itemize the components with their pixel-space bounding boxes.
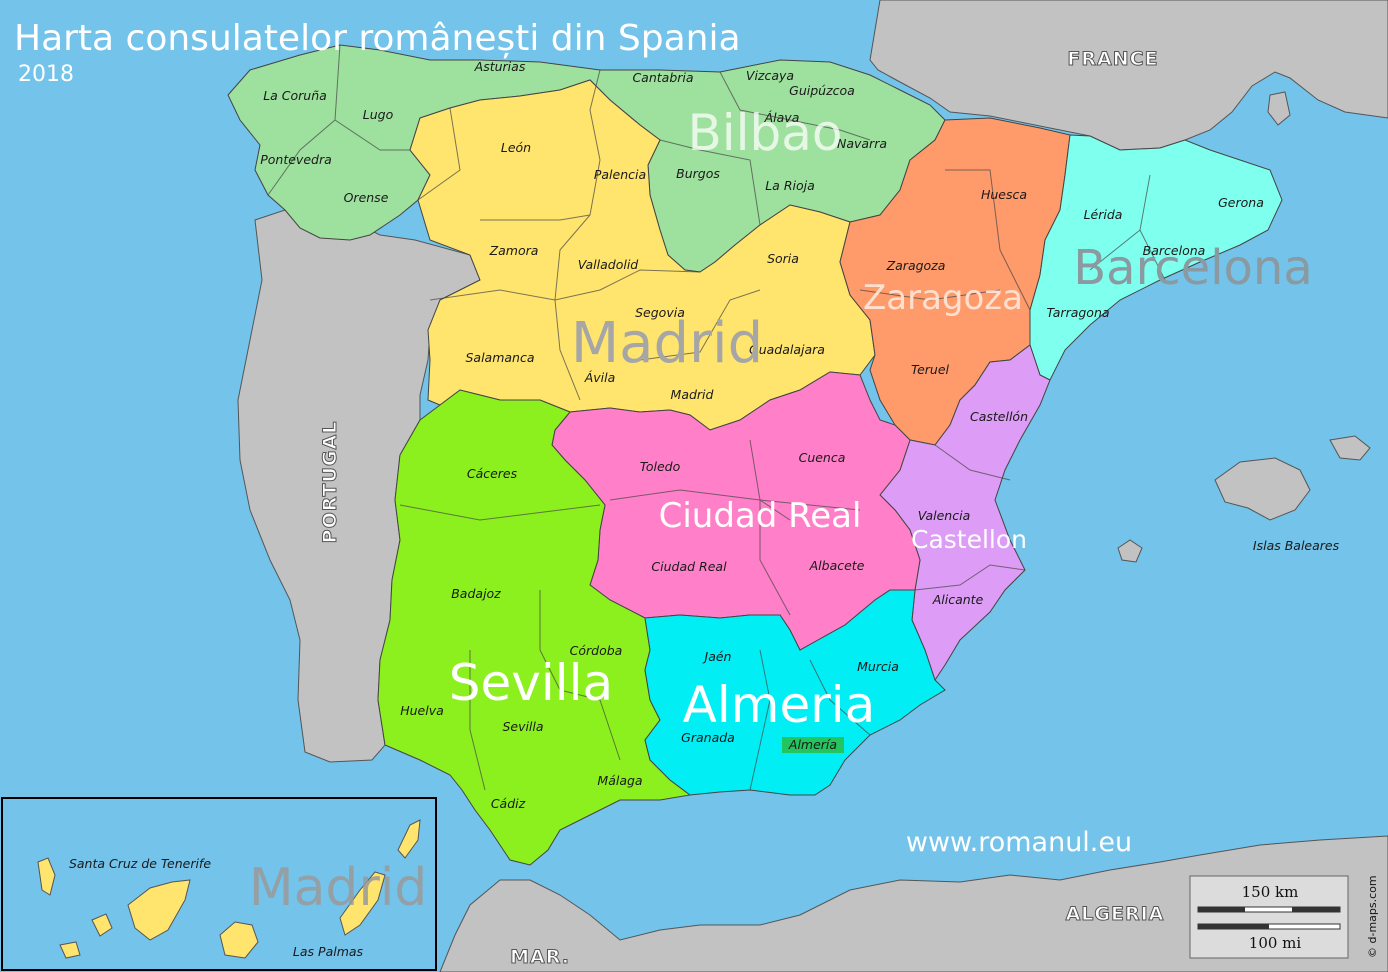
consulate-bilbao: Bilbao bbox=[687, 104, 842, 162]
map-year: 2018 bbox=[18, 62, 74, 87]
label-leon: León bbox=[501, 140, 531, 155]
map-title: Harta consulatelor românești din Spania bbox=[14, 18, 741, 59]
label-murcia: Murcia bbox=[857, 659, 899, 674]
label-salamanca: Salamanca bbox=[465, 350, 534, 365]
label-france: FRANCE bbox=[1067, 48, 1158, 70]
label-huesca: Huesca bbox=[981, 187, 1027, 202]
label-morocco: MAR. bbox=[510, 946, 570, 968]
label-islas-baleares: Islas Baleares bbox=[1253, 538, 1340, 553]
scale-mi-label: 100 mi bbox=[1249, 934, 1302, 952]
label-cordoba: Córdoba bbox=[570, 643, 623, 658]
region-barcelona bbox=[1029, 134, 1283, 381]
consulate-barcelona: Barcelona bbox=[1073, 240, 1312, 296]
island-tenerife bbox=[127, 879, 191, 941]
island-fuerteventura bbox=[339, 871, 386, 936]
label-caceres: Cáceres bbox=[467, 466, 518, 481]
region-almeria bbox=[644, 589, 946, 796]
label-guipuzcoa: Guipúzcoa bbox=[789, 83, 855, 98]
label-lerida: Lérida bbox=[1084, 207, 1123, 222]
north-africa-land bbox=[439, 835, 1388, 972]
island-menorca bbox=[1329, 435, 1371, 461]
credit-label: © d-maps.com bbox=[1366, 875, 1379, 958]
label-palencia: Palencia bbox=[594, 167, 646, 182]
consulate-sevilla: Sevilla bbox=[449, 654, 613, 712]
label-burgos: Burgos bbox=[676, 166, 720, 181]
province-labels: La Coruña Lugo Pontevedra Orense Asturia… bbox=[260, 59, 1339, 811]
label-alicante: Alicante bbox=[932, 592, 984, 607]
label-la-rioja: La Rioja bbox=[765, 178, 815, 193]
label-cantabria: Cantabria bbox=[632, 70, 693, 85]
label-almeria: Almería bbox=[788, 737, 837, 752]
almeria-label-bg bbox=[782, 737, 844, 753]
label-portugal: PORTUGAL bbox=[319, 421, 341, 544]
consulate-madrid-canarias: Madrid bbox=[249, 858, 428, 918]
label-cuenca: Cuenca bbox=[799, 450, 846, 465]
label-santa-cruz: Santa Cruz de Tenerife bbox=[69, 856, 211, 871]
label-soria: Soria bbox=[767, 251, 799, 266]
label-alava: Álava bbox=[764, 110, 800, 125]
label-avila: Ávila bbox=[584, 370, 616, 385]
label-tarragona: Tarragona bbox=[1046, 305, 1109, 320]
label-zamora: Zamora bbox=[489, 243, 539, 258]
label-cadiz: Cádiz bbox=[491, 796, 526, 811]
island-lanzarote bbox=[397, 819, 421, 859]
website-label: www.romanul.eu bbox=[906, 827, 1132, 858]
consulate-castellon: Castellon bbox=[911, 525, 1027, 554]
label-algeria: ALGERIA bbox=[1066, 903, 1165, 925]
label-lugo: Lugo bbox=[363, 107, 394, 122]
consulate-labels: Bilbao Barcelona Zaragoza Madrid Ciudad … bbox=[449, 104, 1313, 734]
label-valladolid: Valladolid bbox=[578, 257, 639, 272]
label-gerona: Gerona bbox=[1218, 195, 1264, 210]
label-segovia: Segovia bbox=[635, 305, 685, 320]
label-granada: Granada bbox=[681, 730, 735, 745]
island-hierro bbox=[59, 941, 81, 959]
province-borders bbox=[267, 44, 1166, 791]
label-valencia: Valencia bbox=[918, 508, 971, 523]
label-huelva: Huelva bbox=[400, 703, 444, 718]
consulate-madrid: Madrid bbox=[571, 311, 763, 376]
label-guadalajara: Guadalajara bbox=[749, 342, 825, 357]
label-vizcaya: Vizcaya bbox=[746, 68, 794, 83]
label-teruel: Teruel bbox=[911, 362, 950, 377]
label-barcelona: Barcelona bbox=[1143, 243, 1206, 258]
island-ibiza bbox=[1117, 539, 1143, 563]
consulate-ciudad-real: Ciudad Real bbox=[659, 496, 862, 536]
label-navarra: Navarra bbox=[837, 136, 887, 151]
label-castellon: Castellón bbox=[970, 409, 1028, 424]
island-la-gomera bbox=[91, 913, 113, 937]
label-ciudad-real: Ciudad Real bbox=[651, 559, 727, 574]
island-gran-canaria bbox=[219, 921, 259, 959]
label-jaen: Jaén bbox=[702, 649, 732, 664]
label-badajoz: Badajoz bbox=[451, 586, 501, 601]
label-sevilla: Sevilla bbox=[502, 719, 543, 734]
label-la-coruna: La Coruña bbox=[263, 88, 327, 103]
label-asturias: Asturias bbox=[474, 59, 526, 74]
foreign-island bbox=[1267, 91, 1291, 126]
consulate-zaragoza: Zaragoza bbox=[863, 278, 1023, 318]
label-las-palmas: Las Palmas bbox=[293, 944, 364, 959]
scale-bar: 150 km 100 mi bbox=[1189, 875, 1349, 959]
canary-inset: Santa Cruz de Tenerife Las Palmas Madrid bbox=[1, 797, 437, 971]
label-toledo: Toledo bbox=[640, 459, 681, 474]
label-madrid: Madrid bbox=[671, 387, 714, 402]
label-zaragoza: Zaragoza bbox=[886, 258, 946, 273]
island-mallorca bbox=[1214, 457, 1311, 521]
consulate-almeria: Almeria bbox=[683, 676, 876, 734]
label-malaga: Málaga bbox=[597, 773, 642, 788]
island-la-palma bbox=[37, 857, 56, 896]
label-albacete: Albacete bbox=[809, 558, 865, 573]
label-orense: Orense bbox=[344, 190, 389, 205]
scale-km-label: 150 km bbox=[1242, 883, 1299, 901]
label-pontevedra: Pontevedra bbox=[260, 152, 332, 167]
